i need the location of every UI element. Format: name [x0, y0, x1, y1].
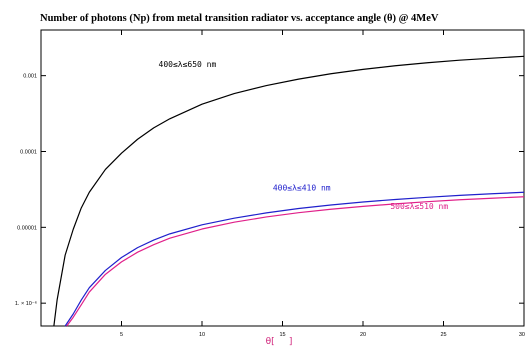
- series-line-2: [66, 196, 525, 327]
- chart-title: Number of photons (Np) from metal transi…: [40, 13, 439, 24]
- curve-label-0: 400≤λ≤650 nm: [159, 60, 217, 69]
- x-axis-label: θ[ ]: [266, 337, 293, 347]
- curve-label-1: 400≤λ≤410 nm: [273, 184, 331, 193]
- curve-labels: 400≤λ≤650 nm 400≤λ≤410 nm 500≤λ≤510 nm: [159, 60, 449, 211]
- x-tick-label: 25: [440, 332, 446, 338]
- series-layer: [53, 55, 525, 327]
- y-tick-label: 0.0001: [20, 149, 37, 155]
- y-tick-label: 0.001: [23, 74, 37, 80]
- series-line-0: [53, 55, 525, 327]
- series-line-1: [64, 191, 525, 327]
- curve-label-2: 500≤λ≤510 nm: [390, 202, 448, 211]
- x-tick-label: 20: [360, 332, 366, 338]
- x-tick-label: 15: [279, 332, 285, 338]
- y-tick-label: 0.00001: [17, 225, 37, 231]
- x-axis-ticks: 5 10 15 20 25 30: [120, 30, 525, 338]
- x-tick-label: 10: [199, 332, 205, 338]
- y-tick-label: 1. × 10⁻⁶: [15, 300, 37, 307]
- x-tick-label: 30: [519, 332, 525, 338]
- y-axis-ticks: 1. × 10⁻⁶ 0.00001 0.0001 0.001: [15, 74, 524, 307]
- plot-frame: [40, 29, 525, 327]
- x-tick-label: 5: [120, 332, 123, 338]
